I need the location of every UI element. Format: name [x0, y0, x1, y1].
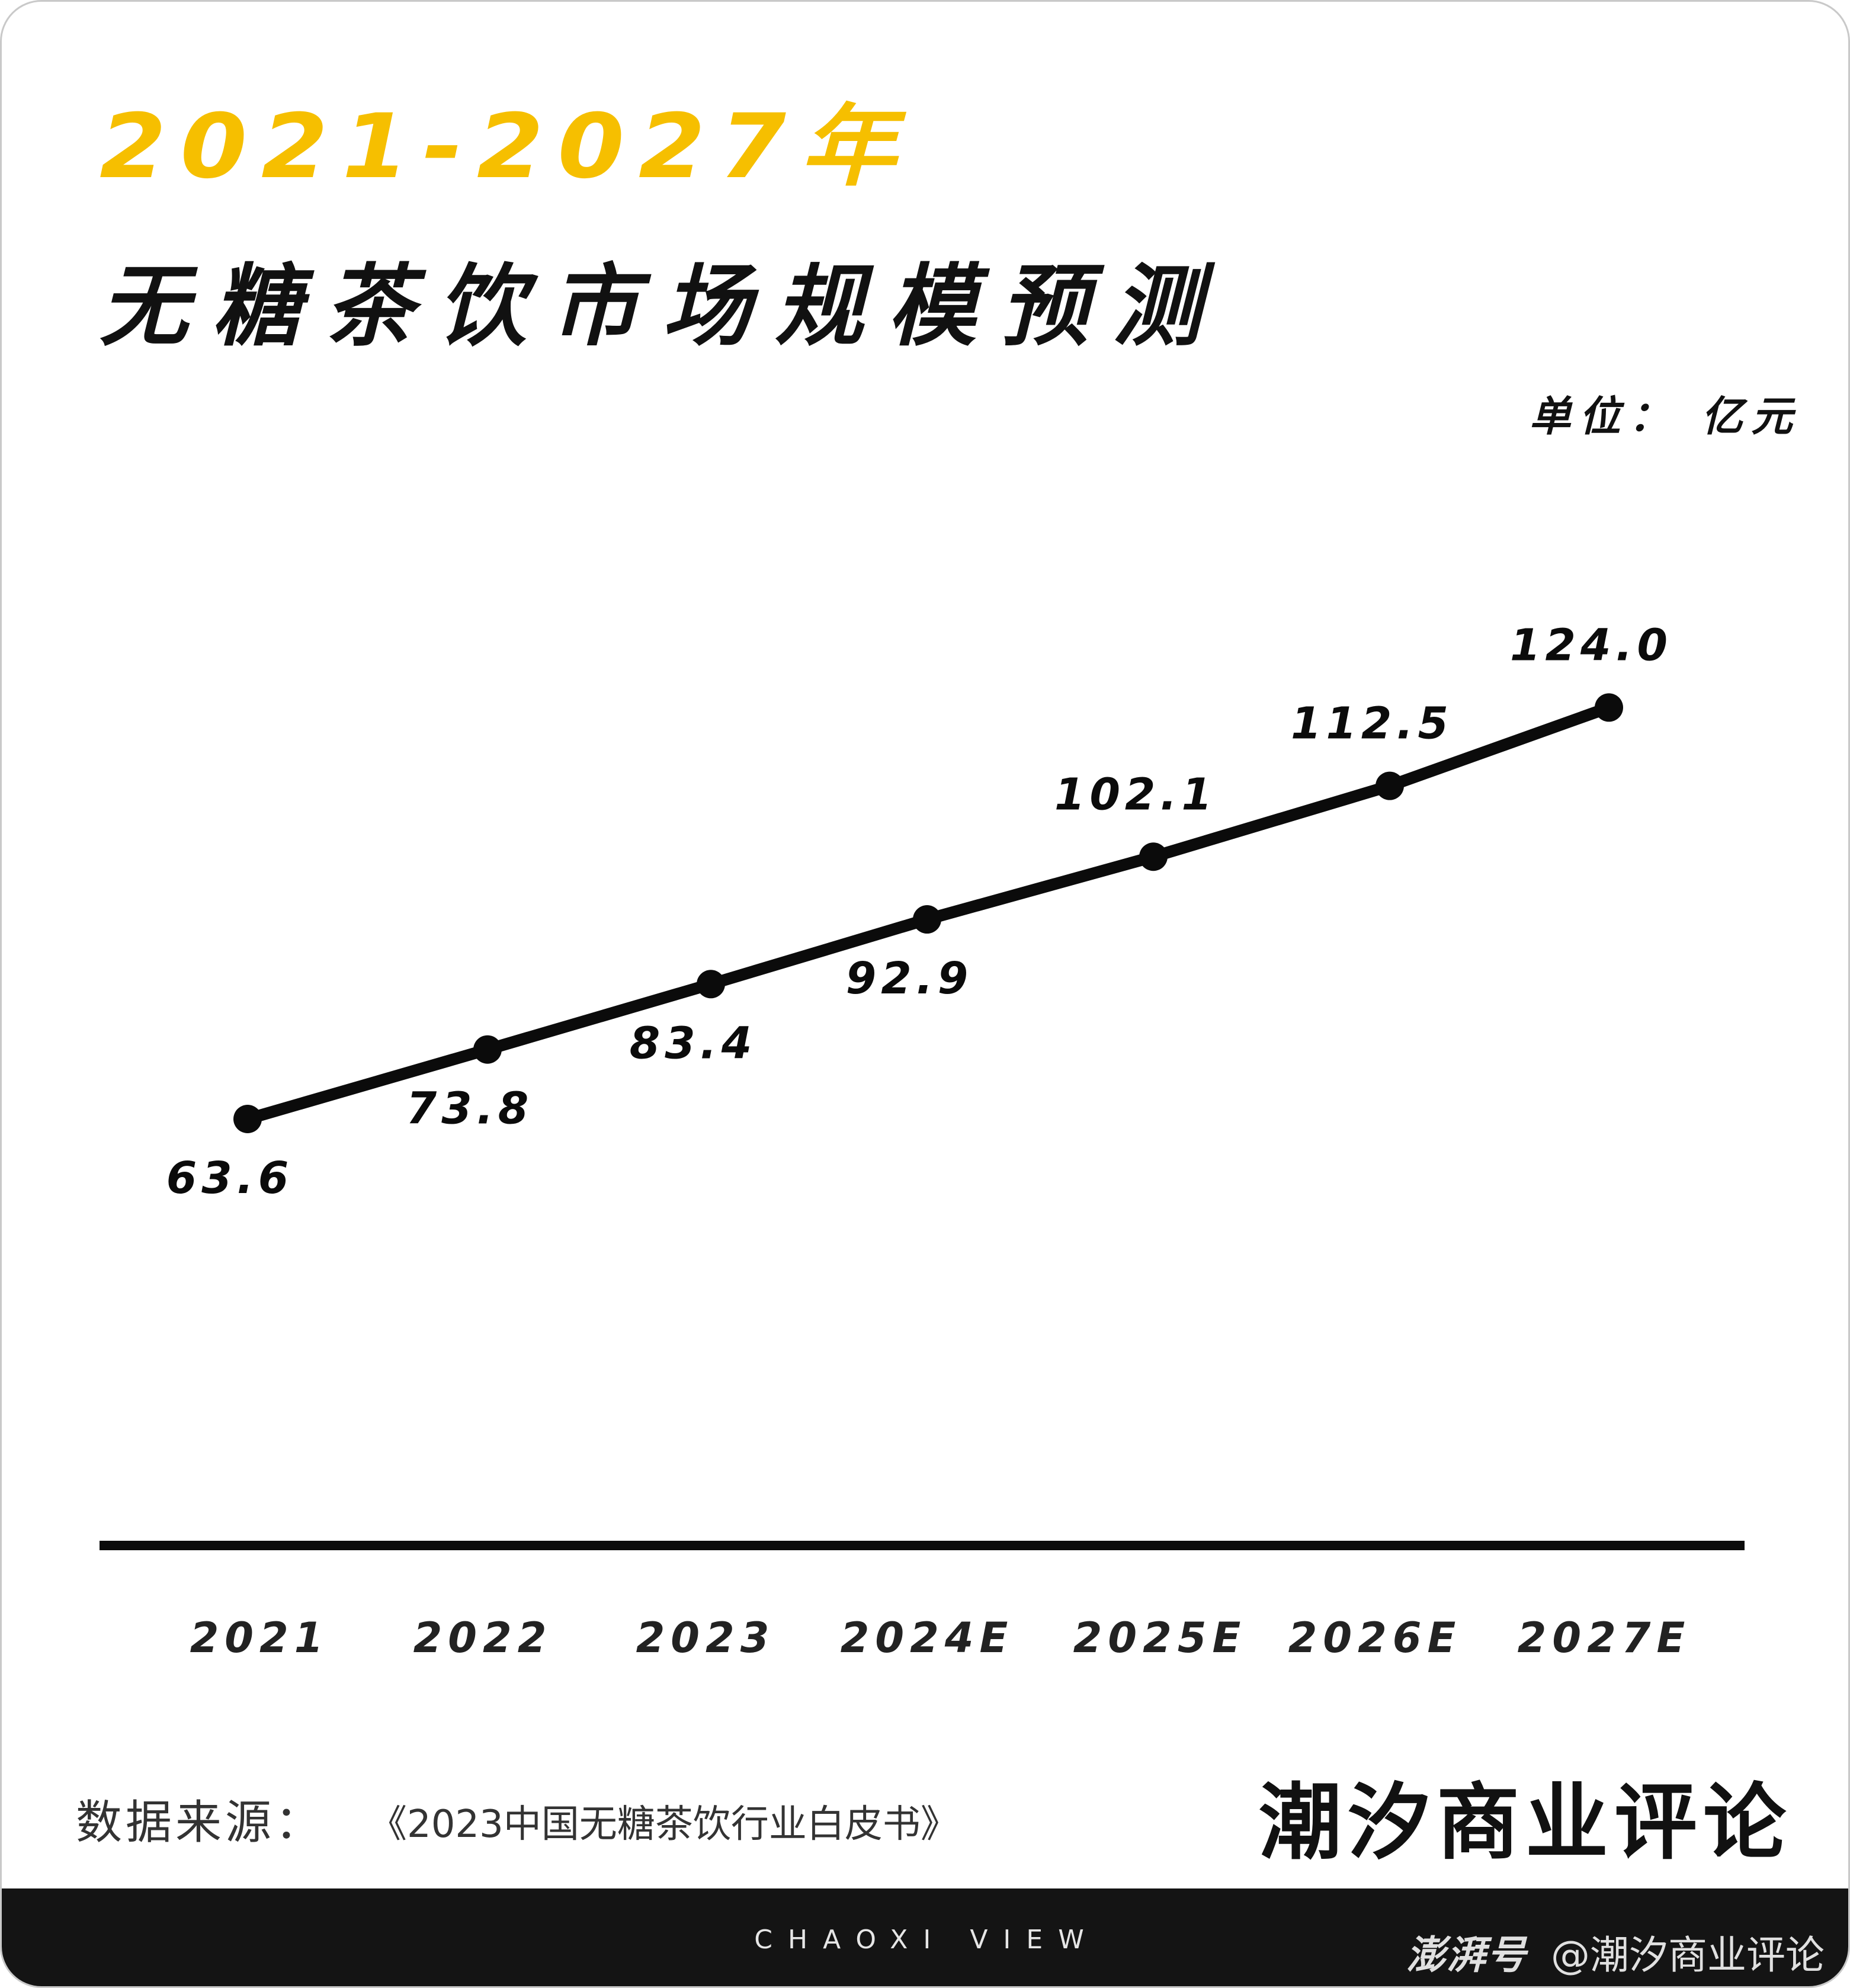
- data-point-2027E: [1595, 693, 1623, 722]
- x-tick-label-2027E: 2027E: [1518, 1614, 1691, 1662]
- source-text: 《2023中国无糖茶饮行业白皮书》: [369, 1803, 958, 1846]
- data-label-2023: 83.4: [630, 1018, 757, 1069]
- chart-title: 无糖茶饮市场规模预测: [100, 255, 1226, 358]
- source-label: 数据来源：: [76, 1796, 325, 1849]
- brand-logo: 潮汐商业评论: [1258, 1775, 1792, 1871]
- data-label-2022: 73.8: [406, 1083, 534, 1134]
- data-label-2026E: 112.5: [1291, 698, 1453, 749]
- data-label-2025E: 102.1: [1054, 769, 1217, 820]
- watermark-text: @潮汐商业评论: [1551, 1932, 1825, 1978]
- x-tick-label-2024E: 2024E: [841, 1614, 1014, 1662]
- data-point-2025E: [1139, 842, 1168, 871]
- data-point-2026E: [1376, 771, 1404, 800]
- line-chart: 63.6 73.8 83.4 92.9 102.1 112.5 124.0 2021 2022…: [100, 620, 1745, 1662]
- x-tick-label-2023: 2023: [636, 1614, 775, 1662]
- data-point-2021: [233, 1105, 262, 1133]
- data-point-2024E: [913, 905, 941, 934]
- data-point-2023: [697, 970, 725, 999]
- data-label-2024E: 92.9: [846, 953, 973, 1004]
- x-tick-label-2022: 2022: [413, 1614, 553, 1662]
- watermark: 澎湃号 @潮汐商业评论: [1406, 1936, 1825, 1975]
- watermark-logo: 澎湃号: [1406, 1932, 1527, 1978]
- data-label-2021: 63.6: [166, 1153, 294, 1204]
- data-point-2022: [473, 1035, 502, 1064]
- title-year-range: 2021-2027年: [100, 95, 910, 198]
- footer-bar: [2, 1888, 1848, 1986]
- x-tick-label-2026E: 2026E: [1288, 1614, 1462, 1662]
- data-label-2027E: 124.0: [1510, 620, 1672, 671]
- unit-label: 单位： 亿元: [1529, 392, 1801, 441]
- x-tick-label-2021: 2021: [190, 1614, 329, 1662]
- brand-subtitle: CHAOXI VIEW: [754, 1925, 1099, 1955]
- x-tick-label-2025E: 2025E: [1073, 1614, 1247, 1662]
